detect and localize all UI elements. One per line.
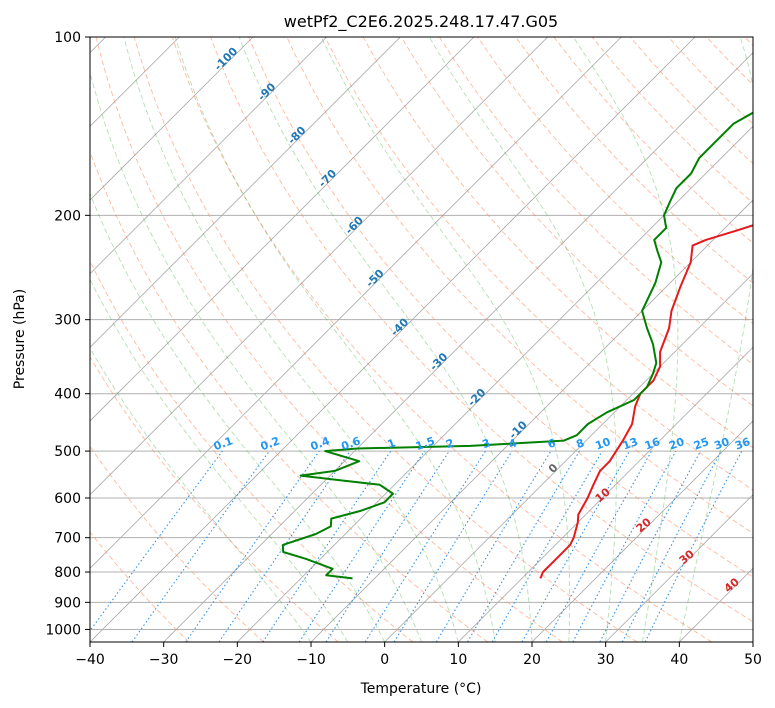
x-tick-label: 40 [670, 652, 688, 668]
mixing-ratio-label: 1.5 [414, 434, 437, 453]
isotherm-line [90, 37, 622, 569]
mixing-ratio-label: 0.2 [259, 434, 282, 453]
dry-adiabat-line [90, 150, 488, 642]
x-axis-title: Temperature (°C) [360, 681, 482, 697]
y-tick-label: 900 [54, 595, 81, 611]
x-tick-label: 10 [449, 652, 467, 668]
dry-adiabat-line [439, 37, 753, 365]
mixing-ratio-label: 2 [444, 436, 456, 451]
plot-background [90, 37, 753, 642]
chart-title: wetPf2_C2E6.2025.248.17.47.G05 [284, 12, 558, 32]
mixing-ratio-line [90, 450, 223, 632]
mixing-ratio-label: 16 [643, 435, 662, 453]
moist-adiabat-line [90, 192, 386, 642]
mixing-ratio-label: 20 [667, 435, 686, 453]
dry-adiabat-line [248, 37, 753, 578]
x-tick-label: −10 [296, 652, 326, 668]
temperature-profile-line [539, 224, 753, 579]
mixing-ratio-line [325, 450, 450, 642]
moist-adiabat-line [174, 37, 496, 642]
dry-adiabat-line [515, 37, 753, 284]
y-tick-label: 300 [54, 313, 81, 329]
mixing-ratio-label: 13 [621, 435, 640, 452]
mixing-ratio-label: 0.1 [212, 434, 235, 453]
dry-adiabat-line [90, 445, 264, 642]
x-tick-label: −20 [223, 652, 253, 668]
isotherm-line [90, 37, 696, 642]
plot-frame [89, 36, 754, 643]
dry-adiabat-line [324, 37, 753, 491]
mixing-ratio-line [131, 450, 270, 642]
mixing-ratio-label: 6 [546, 436, 558, 451]
dry-adiabat-line [210, 37, 753, 623]
mixing-ratio-label: 10 [594, 435, 613, 453]
mixing-ratio-line [298, 450, 425, 642]
isotherm-line [458, 346, 753, 642]
y-tick-label: 100 [54, 30, 81, 46]
mixing-ratio-line [262, 450, 392, 642]
isotherm-line [163, 52, 753, 642]
moist-adiabat-line [428, 37, 617, 642]
axis-ticks: −40 −30 −20 −10 0 10 20 30 40 5010020030040050060… [45, 30, 762, 668]
y-tick-label: 600 [54, 491, 81, 507]
dry-adiabat-line [95, 37, 563, 642]
mixing-ratio-line [521, 450, 630, 642]
x-tick-label: −40 [75, 652, 105, 668]
mixing-ratio-line [545, 450, 653, 642]
dewpoint-profile-line [281, 111, 753, 580]
mixing-ratio-line [393, 450, 513, 642]
y-tick-label: 400 [54, 387, 81, 403]
moist-adiabat-line [90, 278, 349, 642]
isotherm-line [752, 641, 753, 642]
isotherm-line [605, 494, 753, 642]
dry-adiabat-line [90, 531, 190, 642]
mixing-ratio-label: 4 [507, 436, 519, 451]
dry-adiabat-line [133, 37, 638, 642]
isotherm-line [90, 37, 548, 496]
x-tick-label: 50 [744, 652, 762, 668]
y-tick-label: 800 [54, 565, 81, 581]
y-tick-label: 500 [54, 444, 81, 460]
x-tick-label: 0 [380, 652, 389, 668]
dry-adiabat-line [171, 37, 712, 642]
x-tick-label: 30 [597, 652, 615, 668]
isotherm-line [237, 125, 753, 642]
mixing-ratio-label: 3 [480, 436, 492, 451]
dry-adiabat-line [90, 356, 339, 642]
mixing-ratio-label: 1 [386, 436, 398, 451]
dry-adiabat-line [90, 259, 414, 642]
mixing-ratio-label: 0.4 [309, 434, 332, 453]
moist-adiabat-line [238, 37, 533, 642]
x-tick-label: 20 [523, 652, 541, 668]
y-axis-title: Pressure (hPa) [12, 289, 28, 389]
mixing-ratio-label: 25 [692, 435, 711, 452]
mixing-ratio-label: 0.6 [340, 434, 363, 453]
isotherm-line [531, 420, 753, 642]
mixing-ratio-line [185, 450, 320, 642]
moist-adiabat-line [320, 37, 571, 642]
y-tick-label: 200 [54, 208, 81, 224]
x-tick-label: −30 [149, 652, 179, 668]
isotherm-line [90, 37, 327, 275]
moist-adiabat-line [123, 37, 459, 642]
mixing-ratio-label: 30 [712, 435, 731, 453]
moist-adiabat-line [90, 347, 312, 642]
isotherm-line [90, 37, 254, 201]
mixing-ratio-label: 36 [733, 435, 752, 453]
moist-adiabat-line [572, 37, 679, 642]
series-lines [281, 111, 753, 580]
isotherm-line [90, 37, 475, 422]
dry-adiabat-line [400, 37, 753, 407]
mixing-ratio-line [572, 450, 677, 642]
y-tick-label: 700 [54, 531, 81, 547]
isotherm-line [90, 37, 401, 348]
mixing-ratio-label: 8 [574, 436, 586, 451]
mixing-ratio-line [218, 450, 351, 642]
y-tick-label: 1000 [45, 622, 81, 638]
moist-adiabat-line [678, 37, 753, 642]
isotherm-line [384, 273, 753, 642]
mixing-ratio-line [644, 450, 743, 642]
background-lines [90, 37, 753, 642]
